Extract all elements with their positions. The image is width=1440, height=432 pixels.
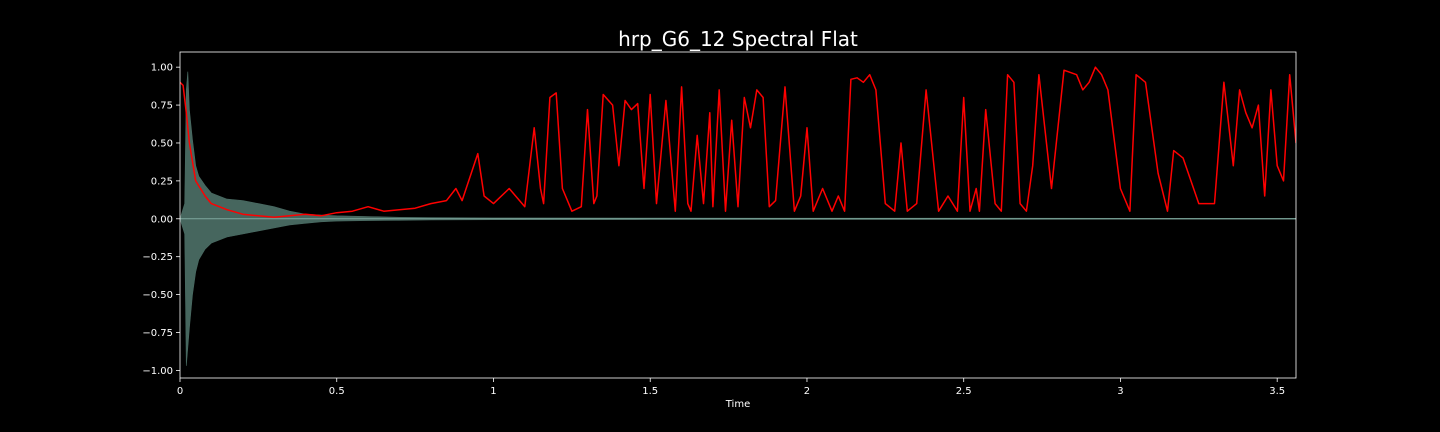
y-tick-label: −1.00 xyxy=(142,366,173,377)
y-tick-label: 0.00 xyxy=(151,214,173,225)
axes: 0 0.5 1 1.5 2 2.5 3 3.5 −1.00 −0.75 −0.50 −0.25 0.00… xyxy=(142,51,1297,397)
chart-title: hrp_G6_12 Spectral Flat xyxy=(618,27,858,51)
x-tick-label: 2.5 xyxy=(956,386,972,397)
x-axis-title: Time xyxy=(725,399,750,410)
y-tick-label: 0.50 xyxy=(151,138,173,149)
x-tick-label: 2 xyxy=(804,386,810,397)
y-tick-label: 0.25 xyxy=(151,176,173,187)
plot-area xyxy=(180,66,1296,366)
y-tick-label: −0.50 xyxy=(142,290,173,301)
y-tick-label: 1.00 xyxy=(151,63,173,74)
y-tick-label: −0.25 xyxy=(142,252,173,263)
y-tick-label: −0.75 xyxy=(142,328,173,339)
series-group xyxy=(180,66,1296,366)
plot-frame xyxy=(179,51,1297,379)
x-tick-label: 3 xyxy=(1117,386,1123,397)
x-tick-label: 1 xyxy=(490,386,496,397)
y-tick-label: 0.75 xyxy=(151,101,173,112)
x-tick-label: 3.5 xyxy=(1269,386,1285,397)
x-tick-label: 0 xyxy=(177,386,183,397)
x-tick-label: 0.5 xyxy=(329,386,345,397)
spectral-flatness-line xyxy=(180,66,1296,219)
x-tick-label: 1.5 xyxy=(642,386,658,397)
